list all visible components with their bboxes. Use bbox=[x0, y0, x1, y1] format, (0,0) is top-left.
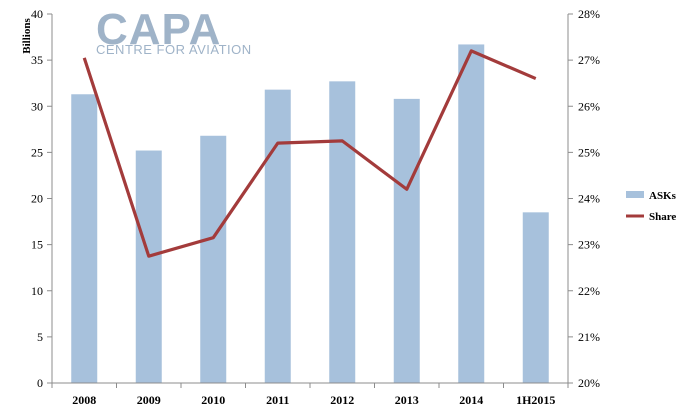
line-layer bbox=[82, 49, 537, 258]
left-tick-label: 25 bbox=[31, 145, 43, 159]
x-tick-label: 2012 bbox=[330, 393, 354, 407]
y-axis-label: Billions bbox=[21, 18, 33, 54]
right-tick-label: 20% bbox=[578, 376, 600, 390]
x-tick-label: 2013 bbox=[395, 393, 419, 407]
axes-layer bbox=[47, 13, 573, 388]
left-tick-label: 35 bbox=[31, 53, 43, 67]
bar-2010 bbox=[200, 135, 227, 383]
right-tick-label: 28% bbox=[578, 7, 600, 21]
share-line bbox=[82, 49, 537, 258]
x-tick-label: 2014 bbox=[459, 393, 483, 407]
left-tick-label: 20 bbox=[31, 192, 43, 206]
bar-1h2015 bbox=[522, 212, 549, 383]
left-tick-label: 15 bbox=[31, 238, 43, 252]
legend-label-asks: ASKs bbox=[649, 190, 677, 202]
x-tick-label: 2008 bbox=[72, 393, 96, 407]
left-tick-label: 40 bbox=[31, 7, 43, 21]
logo-sub-text: CENTRE FOR AVIATION bbox=[96, 42, 252, 57]
bar-2009 bbox=[135, 150, 162, 383]
right-tick-label: 25% bbox=[578, 145, 600, 159]
bar-2012 bbox=[329, 81, 356, 383]
right-tick-label: 24% bbox=[578, 192, 600, 206]
right-tick-label: 21% bbox=[578, 330, 600, 344]
x-tick-label: 1H2015 bbox=[516, 393, 555, 407]
x-tick-label: 2010 bbox=[201, 393, 225, 407]
bars-layer bbox=[71, 44, 549, 384]
legend-swatch-asks bbox=[626, 191, 644, 198]
left-tick-label: 5 bbox=[37, 330, 43, 344]
left-tick-label: 10 bbox=[31, 284, 43, 298]
left-tick-label: 0 bbox=[37, 376, 43, 390]
bar-2013 bbox=[393, 98, 420, 384]
bar-2014 bbox=[458, 44, 485, 383]
right-tick-label: 23% bbox=[578, 238, 600, 252]
capa-logo: CAPA CENTRE FOR AVIATION bbox=[96, 5, 252, 57]
x-tick-label: 2009 bbox=[137, 393, 161, 407]
logo-main-text: CAPA bbox=[96, 5, 221, 54]
bar-2011 bbox=[264, 89, 291, 384]
ticks-layer: 0 5 10 15 20 25 30 35 40 20% 21% 22% 23% 24% 25% 26% 27%… bbox=[31, 7, 600, 407]
x-tick-label: 2011 bbox=[266, 393, 289, 407]
legend-label-share: Share bbox=[649, 211, 676, 223]
left-tick-label: 30 bbox=[31, 99, 43, 113]
bar-2008 bbox=[71, 94, 98, 383]
legend: ASKs Share bbox=[626, 190, 677, 223]
right-tick-label: 26% bbox=[578, 99, 600, 113]
right-tick-label: 27% bbox=[578, 53, 600, 67]
right-tick-label: 22% bbox=[578, 284, 600, 298]
